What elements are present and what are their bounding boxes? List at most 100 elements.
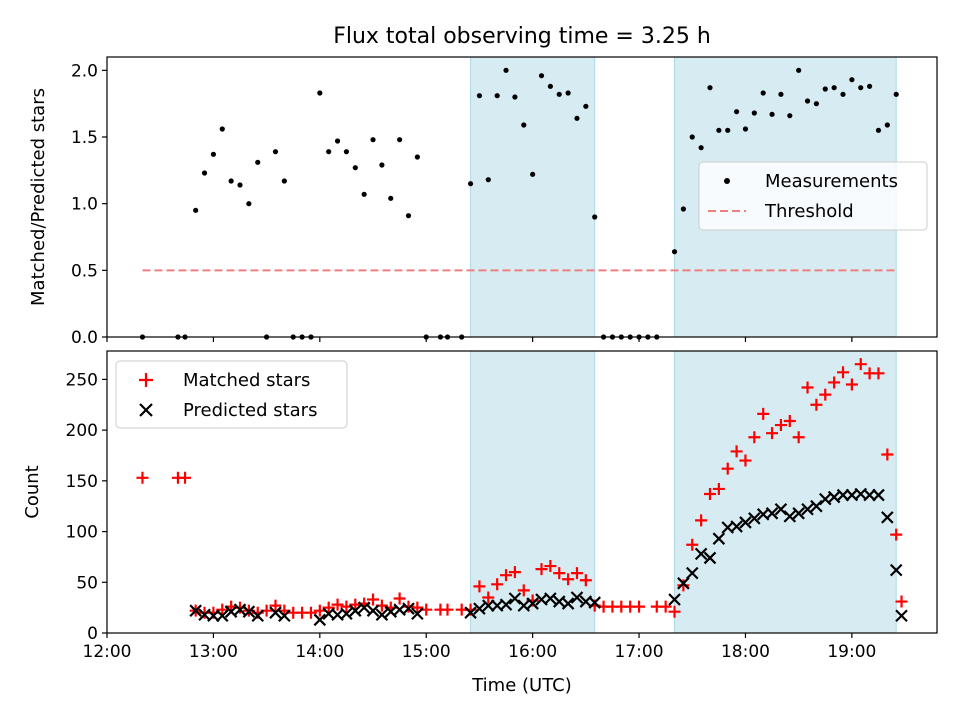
matched-star-point (322, 601, 335, 614)
legend-predicted-marker (139, 403, 153, 417)
measurement-point (884, 122, 890, 128)
bottom-axes-frame (106, 350, 938, 634)
matched-star-point (819, 388, 832, 401)
measurement-point (281, 178, 287, 184)
matched-star-point (895, 595, 908, 608)
matched-star-point (845, 378, 858, 391)
matched-star-point (695, 514, 708, 527)
matched-star-point (508, 566, 521, 579)
measurement-point (725, 127, 731, 133)
matched-star-point (500, 569, 513, 582)
x-tick-label: 15:00 (402, 642, 451, 662)
predicted-star-point (570, 591, 584, 604)
matched-star-point (269, 599, 282, 612)
measurement-point (334, 138, 341, 144)
bottom-y-ticks: 0 50 100 150 200 250 (66, 370, 107, 644)
matched-star-point (766, 427, 779, 440)
predicted-star-point (881, 511, 894, 524)
matched-star-point (837, 366, 850, 379)
x-tick-label: 18:00 (721, 642, 770, 662)
predicted-star-point (473, 602, 486, 615)
x-axis-label: Time (UTC) (471, 675, 572, 696)
matched-star-point (553, 567, 566, 580)
predicted-star-point (668, 593, 681, 606)
measurement-point (698, 145, 704, 151)
measurement-point (272, 149, 279, 155)
x-tick-label: 13:00 (189, 642, 238, 662)
top-y-tick-label: 0.5 (71, 261, 98, 281)
bottom-y-tick-label: 0 (87, 624, 98, 644)
measurement-point (476, 93, 483, 99)
measurement-point (849, 77, 855, 83)
predicted-star-point (251, 609, 265, 623)
matched-star-point (313, 604, 326, 617)
matched-star-point (783, 414, 796, 427)
measurement-point (858, 85, 864, 91)
predicted-star-point (366, 604, 380, 617)
predicted-star-point (508, 592, 522, 605)
matched-star-point (712, 482, 725, 495)
measurement-point (707, 85, 713, 91)
matched-star-point (668, 605, 681, 618)
predicted-star-point (889, 563, 903, 577)
shaded-region-1 (470, 56, 596, 338)
measurement-point (547, 83, 553, 89)
measurement-point (326, 149, 332, 155)
predicted-star-point (349, 604, 362, 617)
measurement-point (671, 249, 678, 255)
matched-star-point (872, 367, 885, 380)
predicted-star-point (411, 607, 424, 621)
matched-star-point (890, 528, 903, 541)
predicted-star-point (561, 597, 575, 610)
measurement-point (574, 115, 580, 121)
matched-star-point (579, 574, 592, 587)
x-tick-label: 19:00 (827, 642, 876, 662)
measurement-point (228, 178, 234, 184)
measurement-point (760, 90, 766, 96)
matched-star-point (810, 398, 823, 411)
matched-star-point (331, 598, 344, 611)
measurement-point (778, 91, 784, 97)
matched-star-point (136, 471, 149, 484)
measurement-point (716, 127, 722, 133)
matched-star-point (854, 358, 867, 371)
top-y-tick-label: 1.0 (71, 195, 98, 215)
top-y-tick-label: 1.5 (71, 128, 98, 148)
measurement-point (388, 195, 394, 201)
matched-star-point (393, 592, 406, 605)
measurement-point (255, 159, 261, 165)
measurement-point (822, 86, 828, 92)
top-legend-box (698, 161, 928, 231)
measurement-point (733, 109, 740, 115)
top-y-ticks: 0.0 0.5 1.0 1.5 2.0 (71, 61, 107, 348)
matched-star-point (730, 445, 743, 458)
predicted-star-point (810, 499, 823, 513)
x-tick-label: 17:00 (615, 642, 664, 662)
matched-star-point (535, 563, 548, 576)
measurement-point (246, 201, 252, 207)
predicted-star-point (189, 604, 202, 617)
predicted-star-point (748, 512, 761, 525)
measurement-point (414, 154, 420, 160)
legend-predicted-label: Predicted stars (183, 400, 317, 421)
predicted-points (189, 487, 908, 627)
bottom-y-tick-label: 150 (66, 472, 98, 492)
matched-star-point (491, 578, 504, 591)
predicted-star-point (402, 602, 415, 615)
top-axes-frame (106, 56, 938, 338)
matched-star-point (792, 431, 805, 444)
measurement-point (565, 90, 571, 96)
measurement-point (370, 137, 376, 143)
measurement-point (379, 162, 385, 168)
predicted-star-point (801, 502, 814, 516)
measurement-point (840, 91, 846, 97)
predicted-star-point (313, 613, 327, 627)
predicted-star-point (872, 488, 885, 502)
measurement-point (813, 101, 820, 107)
matched-star-point (179, 471, 192, 484)
matched-star-point (748, 431, 761, 444)
predicted-star-point (792, 507, 805, 520)
measurement-point (201, 170, 208, 176)
predicted-star-point (712, 532, 726, 545)
legend-measurement-marker (724, 178, 730, 184)
